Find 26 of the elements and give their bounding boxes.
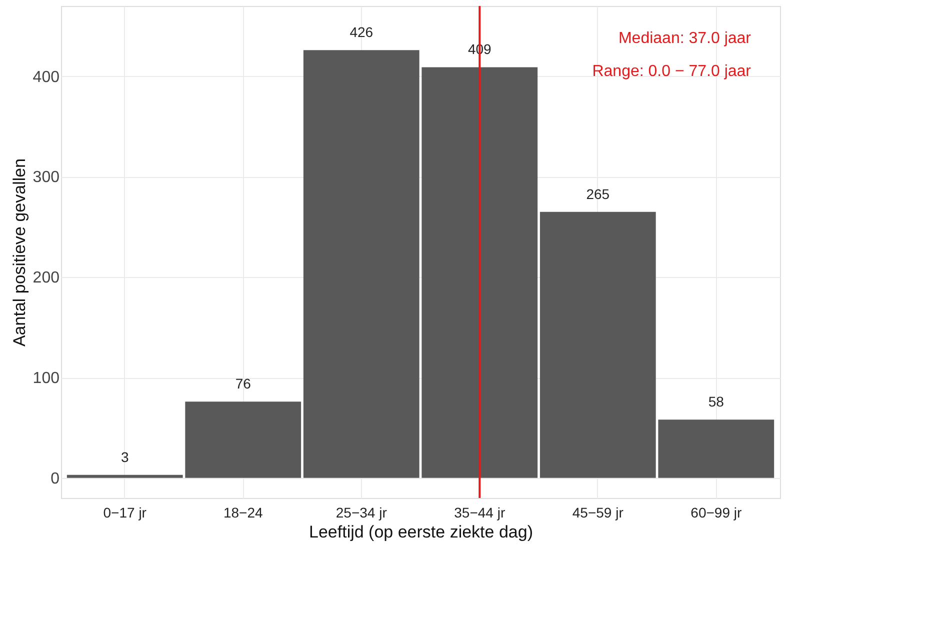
bar xyxy=(66,474,183,478)
x-tick-label: 25−34 jr xyxy=(336,504,388,520)
data-label: 3 xyxy=(120,448,129,465)
data-label: 265 xyxy=(586,186,610,202)
bar xyxy=(658,420,774,478)
bar xyxy=(303,50,420,478)
bar xyxy=(185,402,302,478)
annotation: Range: 0.0 − 77.0 jaar xyxy=(592,63,752,80)
x-tick-label: 0−17 jr xyxy=(103,504,147,520)
bar xyxy=(422,67,538,478)
y-tick-label: 200 xyxy=(32,270,60,287)
y-tick-label: 100 xyxy=(32,370,60,388)
x-tick-label: 35−44 jr xyxy=(454,504,506,520)
bar xyxy=(540,212,656,478)
data-label: 58 xyxy=(708,394,724,410)
y-tick-label: 300 xyxy=(32,169,60,186)
annotation: Mediaan: 37.0 jaar xyxy=(618,30,752,47)
y-tick-label: 0 xyxy=(50,470,60,488)
x-tick-label: 60−99 jr xyxy=(690,504,742,520)
y-tick-label: 400 xyxy=(32,68,60,86)
x-axis-title: Leeftijd (op eerste ziekte dag) xyxy=(309,522,533,542)
x-tick-label: 18−24 xyxy=(223,504,263,520)
data-label: 426 xyxy=(350,24,374,40)
data-label: 76 xyxy=(235,376,252,392)
y-axis-title: Aantal positieve gevallen xyxy=(10,158,29,347)
x-tick-label: 45−59 jr xyxy=(572,504,624,520)
